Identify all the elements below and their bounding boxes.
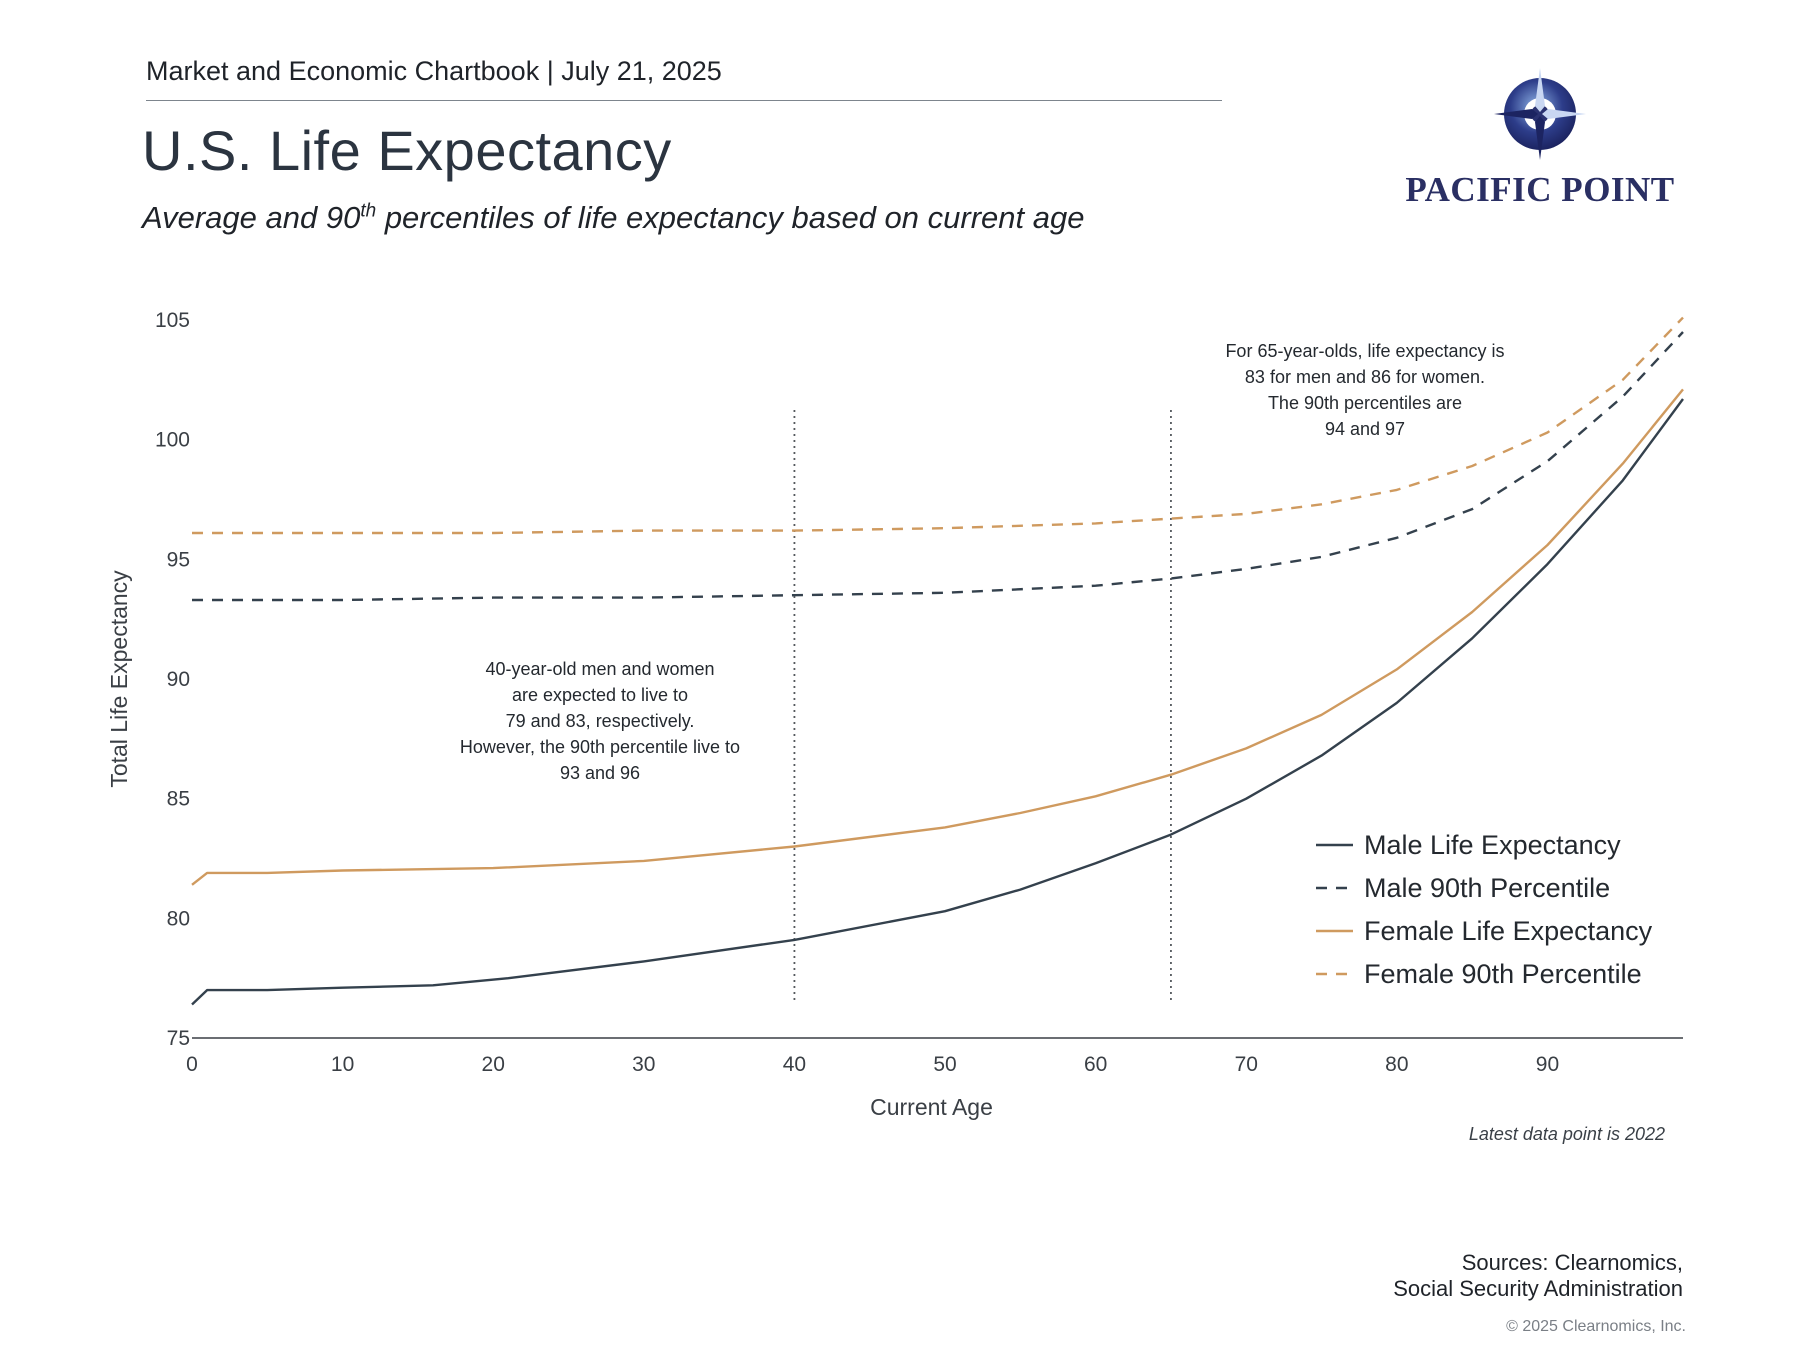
annotation-age-65: For 65-year-olds, life expectancy is 83 … xyxy=(1180,338,1550,442)
sources: Sources: Clearnomics, Social Security Ad… xyxy=(1393,1250,1683,1302)
subtitle-post: percentiles of life expectancy based on … xyxy=(376,200,1085,235)
annotation-age-40-line: 93 and 96 xyxy=(559,763,641,783)
annotation-age-65-line: For 65-year-olds, life expectancy is xyxy=(1225,341,1505,361)
x-tick-label: 90 xyxy=(1536,1053,1559,1076)
annotation-age-40: 40-year-old men and women are expected t… xyxy=(420,656,780,786)
annotation-age-65-line: The 90th percentiles are xyxy=(1267,393,1463,413)
x-tick-label: 50 xyxy=(933,1053,956,1076)
y-tick-label: 85 xyxy=(167,788,190,811)
page-title: U.S. Life Expectancy xyxy=(142,119,672,182)
x-tick-label: 60 xyxy=(1084,1053,1107,1076)
annotation-age-65-line: 94 and 97 xyxy=(1324,419,1406,439)
logo-text: PACIFIC POINT xyxy=(1405,170,1675,209)
annotation-age-40-line: However, the 90th percentile live to xyxy=(459,737,741,757)
logo: PACIFIC POINT xyxy=(1380,66,1700,216)
x-tick-label: 70 xyxy=(1235,1053,1258,1076)
subtitle-pre: Average and 90 xyxy=(142,200,361,235)
y-tick-label: 95 xyxy=(167,548,190,571)
series-line-male-life-expectancy xyxy=(191,398,1684,1006)
copyright: © 2025 Clearnomics, Inc. xyxy=(1506,1318,1686,1335)
legend-label: Female Life Expectancy xyxy=(1364,916,1653,946)
x-tick-label: 0 xyxy=(186,1053,198,1076)
subtitle-sup: th xyxy=(360,200,377,222)
y-tick-label: 90 xyxy=(167,668,190,691)
x-tick-label: 40 xyxy=(783,1053,806,1076)
page-subtitle: Average and 90th percentiles of life exp… xyxy=(142,200,1084,236)
y-axis-label: Total Life Expectancy xyxy=(106,570,132,788)
x-axis-label: Current Age xyxy=(870,1094,993,1120)
y-tick-label: 80 xyxy=(167,907,190,930)
series-line-female-90th-percentile xyxy=(192,316,1684,535)
legend-label: Male Life Expectancy xyxy=(1364,830,1621,860)
x-tick-label: 10 xyxy=(331,1053,354,1076)
y-tick-label: 105 xyxy=(155,309,190,332)
y-tick-label: 100 xyxy=(155,429,190,452)
compass-icon xyxy=(1494,68,1586,160)
series-line-male-90th-percentile xyxy=(192,331,1684,602)
x-tick-label: 20 xyxy=(482,1053,505,1076)
y-tick-label: 75 xyxy=(167,1027,190,1050)
annotation-age-40-line: are expected to live to xyxy=(511,685,689,705)
chartbook-header: Market and Economic Chartbook | July 21,… xyxy=(146,56,722,86)
series-line-female-life-expectancy xyxy=(191,388,1684,886)
legend-label: Female 90th Percentile xyxy=(1364,959,1642,989)
header-divider xyxy=(146,100,1222,101)
latest-data-note: Latest data point is 2022 xyxy=(1468,1124,1665,1144)
annotation-age-40-line: 79 and 83, respectively. xyxy=(505,711,695,731)
annotation-age-65-line: 83 for men and 86 for women. xyxy=(1244,367,1486,387)
x-tick-label: 80 xyxy=(1385,1053,1408,1076)
x-tick-label: 30 xyxy=(632,1053,655,1076)
sources-line: Sources: Clearnomics, xyxy=(1461,1250,1683,1275)
annotation-age-40-line: 40-year-old men and women xyxy=(485,659,715,679)
sources-line: Social Security Administration xyxy=(1393,1276,1683,1301)
legend-label: Male 90th Percentile xyxy=(1364,873,1610,903)
